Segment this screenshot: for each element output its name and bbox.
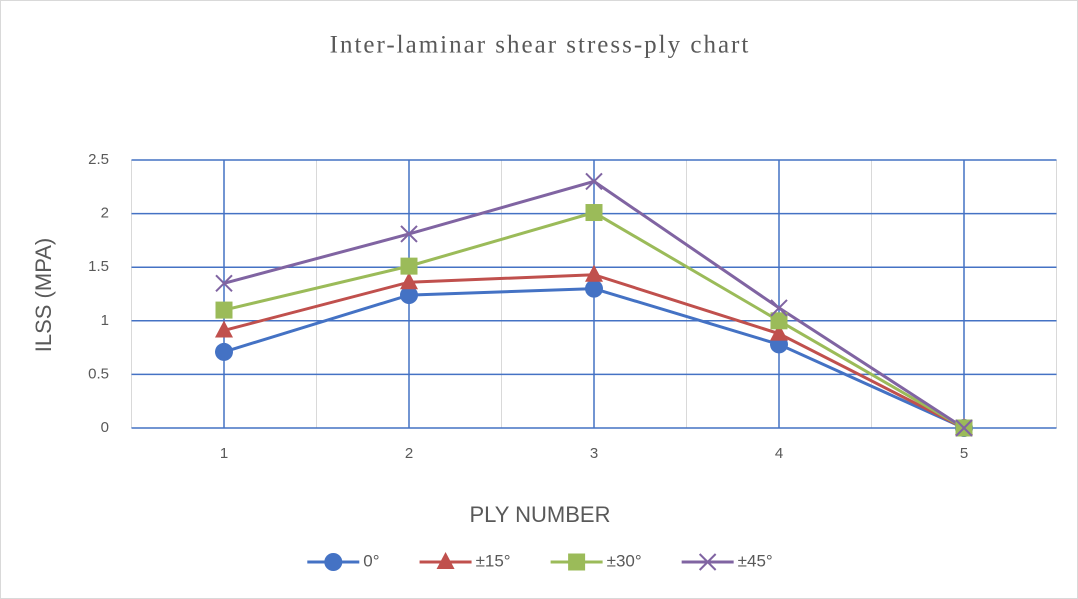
marker <box>400 286 418 305</box>
x-tick-label: 1 <box>220 445 228 462</box>
legend-label: ±45° <box>738 551 773 570</box>
x-tick-label: 4 <box>775 445 783 462</box>
legend-label: ±15° <box>476 551 511 570</box>
marker <box>568 553 586 571</box>
marker <box>585 204 603 222</box>
y-tick-label: 0.5 <box>88 365 109 382</box>
y-axis-label: ILSS (MPA) <box>31 238 56 353</box>
y-tick-label: 0 <box>101 419 109 436</box>
marker <box>215 342 233 361</box>
y-tick-label: 2.5 <box>88 151 109 168</box>
legend-label: 0° <box>363 551 379 570</box>
x-tick-label: 2 <box>405 445 413 462</box>
marker <box>770 323 788 341</box>
x-tick-label: 5 <box>960 445 968 462</box>
y-tick-label: 1 <box>101 312 109 329</box>
marker <box>400 257 418 275</box>
marker <box>215 301 233 319</box>
marker <box>400 272 418 290</box>
marker <box>215 274 233 292</box>
marker <box>770 299 788 317</box>
marker <box>400 225 418 243</box>
y-tick-label: 1.5 <box>88 258 109 275</box>
marker <box>324 553 343 571</box>
x-axis-label: PLY NUMBER <box>469 502 610 527</box>
marker <box>215 320 233 338</box>
marker <box>585 264 603 282</box>
marker <box>698 553 717 571</box>
legend-label: ±30° <box>607 551 642 570</box>
marker <box>585 172 603 191</box>
x-tick-label: 3 <box>590 445 598 462</box>
chart-title: Inter-laminar shear stress-ply chart <box>330 32 751 59</box>
marker <box>436 552 455 569</box>
marker <box>585 279 603 298</box>
marker <box>770 312 788 330</box>
y-tick-label: 2 <box>101 205 109 222</box>
legend: 0° ±15° ±30° ±45° <box>307 551 773 571</box>
marker <box>955 419 973 437</box>
